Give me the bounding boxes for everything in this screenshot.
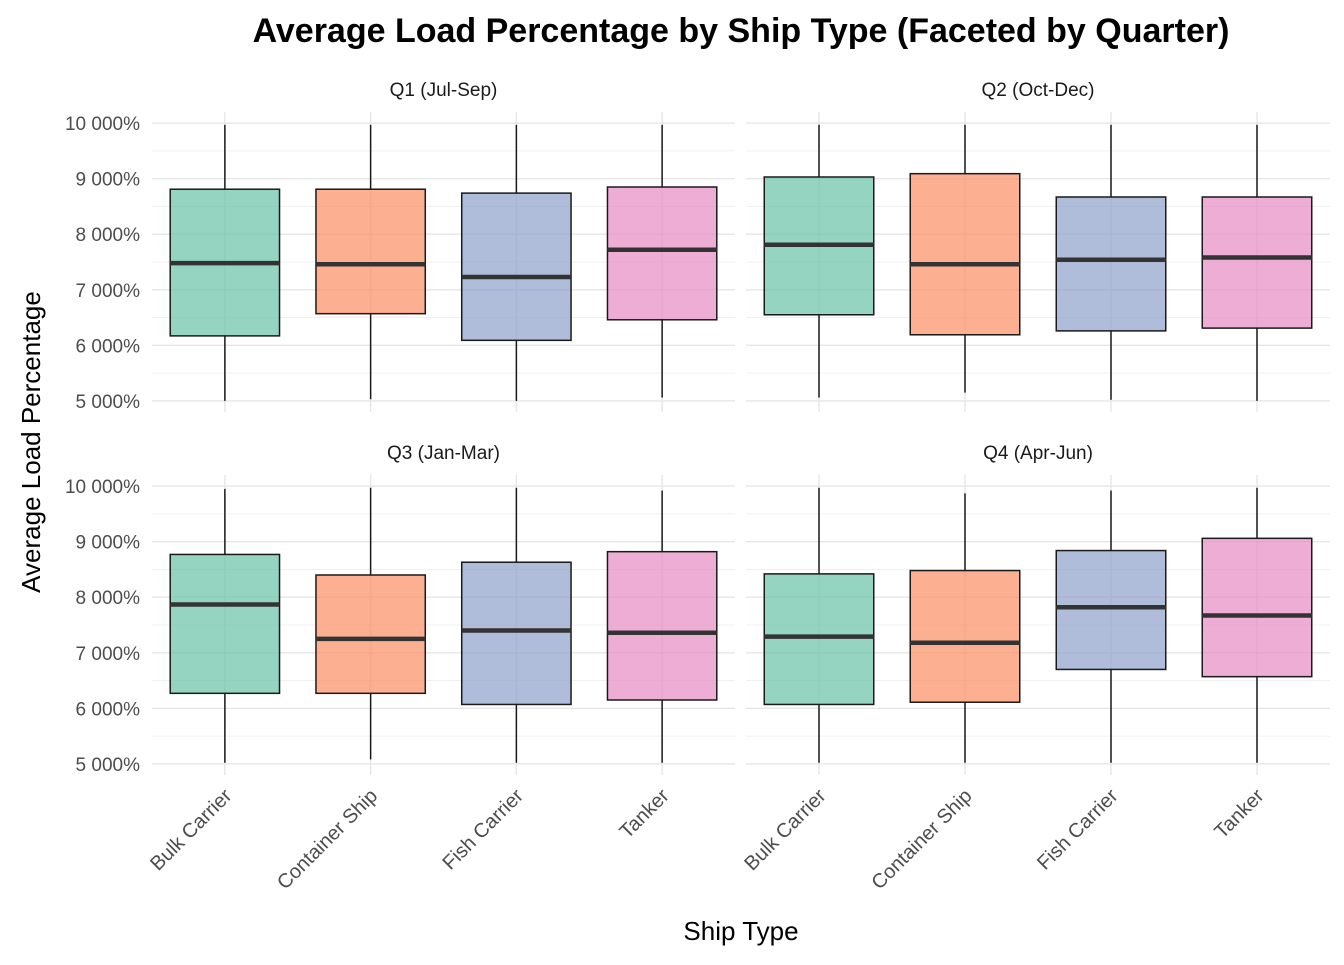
box-iqr [1055, 549, 1167, 671]
facet-panel: Q1 (Jul-Sep) 5 000% 6 000% 7 000% 8 000% 9 00… [65, 80, 735, 413]
x-tick-label: Bulk Carrier [146, 785, 236, 875]
boxplot-container-ship [315, 124, 427, 400]
box-iqr [169, 553, 281, 695]
y-tick-label: 6 000% [76, 336, 141, 357]
boxplot-bulk-carrier [169, 488, 281, 763]
y-tick-label: 9 000% [76, 170, 141, 191]
boxplot-tanker [1201, 124, 1313, 401]
boxplot-tanker [606, 490, 718, 763]
boxplot-bulk-carrier [763, 487, 875, 763]
x-tick-label: Container Ship [273, 785, 382, 894]
box-iqr [460, 561, 572, 706]
y-axis-label: Average Load Percentage [16, 291, 46, 593]
x-tick-label: Tanker [1211, 785, 1269, 843]
boxplot-fish-carrier [1055, 490, 1167, 763]
y-tick-label: 5 000% [76, 755, 141, 776]
facet-strip-label: Q3 (Jan-Mar) [387, 443, 500, 464]
box-iqr [315, 188, 427, 315]
box-iqr [763, 573, 875, 706]
facet-panel: Q3 (Jan-Mar) 5 000% 6 000% 7 000% 8 000% 9 00… [65, 443, 735, 894]
boxplot-bulk-carrier [169, 124, 281, 401]
facets-layer: Q1 (Jul-Sep) 5 000% 6 000% 7 000% 8 000% 9 00… [65, 80, 1330, 894]
boxplot-fish-carrier [460, 124, 572, 401]
x-axis-label: Ship Type [683, 916, 798, 946]
boxplot-fish-carrier [1055, 124, 1167, 400]
x-tick-label: Fish Carrier [438, 785, 528, 875]
x-tick-label: Fish Carrier [1033, 785, 1123, 875]
boxplot-container-ship [315, 487, 427, 760]
box-iqr [460, 192, 572, 342]
boxplot-bulk-carrier [763, 124, 875, 398]
y-tick-label: 7 000% [76, 644, 141, 665]
y-tick-label: 10 000% [65, 114, 140, 135]
facet-strip-label: Q1 (Jul-Sep) [390, 80, 498, 101]
facet-panel: Q4 (Apr-Jun) Bulk Carrier Container Ship Fi… [740, 443, 1330, 894]
boxplot-container-ship [909, 124, 1021, 393]
box-iqr [1201, 196, 1313, 329]
facet-panel: Q2 (Oct-Dec) [746, 80, 1330, 412]
boxplot-fish-carrier [460, 487, 572, 763]
box-iqr [909, 569, 1021, 703]
box-iqr [606, 186, 718, 321]
x-tick-label: Tanker [616, 785, 674, 843]
box-iqr [1055, 196, 1167, 332]
y-tick-label: 7 000% [76, 281, 141, 302]
y-tick-label: 10 000% [65, 477, 140, 498]
y-tick-label: 8 000% [76, 225, 141, 246]
y-tick-label: 5 000% [76, 392, 141, 413]
y-tick-label: 6 000% [76, 699, 141, 720]
x-tick-label: Container Ship [867, 785, 976, 894]
chart-title: Average Load Percentage by Ship Type (Fa… [253, 12, 1230, 50]
boxplot-container-ship [909, 493, 1021, 763]
box-iqr [315, 574, 427, 695]
boxplot-tanker [606, 124, 718, 398]
x-tick-label: Bulk Carrier [740, 785, 830, 875]
y-tick-label: 8 000% [76, 588, 141, 609]
facet-strip-label: Q2 (Oct-Dec) [982, 80, 1095, 101]
box-iqr [606, 550, 718, 701]
boxplot-tanker [1201, 487, 1313, 763]
box-iqr [1201, 537, 1313, 678]
y-tick-label: 9 000% [76, 533, 141, 554]
box-iqr [909, 172, 1021, 336]
facet-strip-label: Q4 (Apr-Jun) [983, 443, 1093, 464]
